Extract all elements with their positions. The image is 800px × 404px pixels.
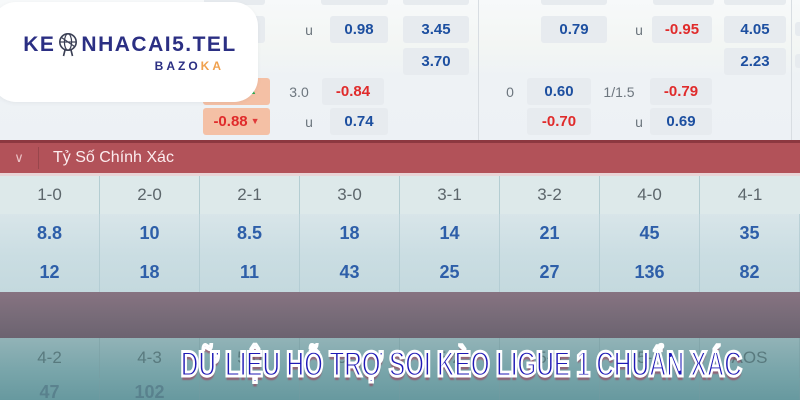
bottom-score-section bbox=[0, 338, 800, 400]
over-under-label: u bbox=[635, 113, 643, 130]
odds-cell[interactable]: 0.69 bbox=[650, 108, 712, 135]
cutoff-cell bbox=[541, 0, 607, 5]
score-odds-cell[interactable] bbox=[300, 380, 400, 400]
site-logo[interactable]: KE NHACAI5.TEL BAZOKA bbox=[0, 2, 258, 102]
score-header: 1-0 bbox=[0, 176, 100, 214]
cutoff-cell bbox=[653, 0, 714, 5]
logo-sub-main: BAZO bbox=[154, 58, 201, 73]
odds-cell[interactable]: 3.70 bbox=[403, 48, 469, 75]
logo-sub-accent: KA bbox=[200, 58, 224, 73]
score-header-row-2: 4-2 4-3 5-0 5-1 5-2 5-3 5-4 AOS bbox=[0, 338, 800, 378]
score-header-row: 1-0 2-0 2-1 3-0 3-1 3-2 4-0 4-1 bbox=[0, 176, 800, 214]
score-header: 3-0 bbox=[300, 176, 400, 214]
score-odds-cell[interactable]: 21 bbox=[500, 214, 600, 253]
odds-cell[interactable]: 3.45 bbox=[403, 16, 469, 43]
cutoff-cell bbox=[795, 22, 800, 36]
odds-value: -0.88 bbox=[213, 113, 248, 130]
over-under-label: u bbox=[635, 21, 643, 38]
score-odds-cell[interactable]: 8.8 bbox=[0, 214, 100, 253]
score-odds-cell[interactable]: 8.5 bbox=[200, 214, 300, 253]
score-odds-cell[interactable]: 102 bbox=[100, 380, 200, 402]
score-header: 5-2 bbox=[400, 338, 500, 378]
over-under-label: u bbox=[305, 21, 313, 38]
score-odds-cell[interactable]: 14 bbox=[400, 214, 500, 253]
over-under-label: u bbox=[305, 113, 313, 130]
score-odds-cell[interactable] bbox=[200, 380, 300, 400]
chevron-down-icon[interactable]: ∨ bbox=[14, 150, 24, 165]
score-header: 5-1 bbox=[300, 338, 400, 378]
score-odds-cell[interactable]: 82 bbox=[700, 253, 800, 292]
score-odds-row-2: 12 18 11 43 25 27 136 82 bbox=[0, 253, 800, 292]
odds-cell[interactable]: 0.79 bbox=[541, 16, 607, 43]
cutoff-cell bbox=[403, 0, 469, 5]
odds-cell-highlighted[interactable]: -0.88 ▼ bbox=[203, 108, 270, 135]
score-odds-row-1: 8.8 10 8.5 18 14 21 45 35 bbox=[0, 214, 800, 253]
handicap-label: 1/1.5 bbox=[603, 83, 635, 100]
score-odds-cell[interactable]: 43 bbox=[300, 253, 400, 292]
score-odds-cell[interactable]: 136 bbox=[600, 253, 700, 292]
odds-cell[interactable]: -0.79 bbox=[650, 78, 712, 105]
odds-cell[interactable]: 0.98 bbox=[330, 16, 388, 43]
odds-cell[interactable]: -0.70 bbox=[527, 108, 591, 135]
score-header: 2-0 bbox=[100, 176, 200, 214]
score-header: 3-2 bbox=[500, 176, 600, 214]
handicap-label: 3.0 bbox=[289, 83, 309, 100]
score-odds-cell[interactable] bbox=[600, 380, 700, 400]
score-odds-cell[interactable]: 47 bbox=[0, 380, 100, 402]
score-odds-cell[interactable] bbox=[500, 380, 600, 400]
score-odds-cell[interactable]: 11 bbox=[200, 253, 300, 292]
odds-cell[interactable]: -0.84 bbox=[322, 78, 384, 105]
column-divider bbox=[791, 0, 792, 140]
logo-text-post: NHACAI5.TEL bbox=[81, 32, 237, 56]
logo-text-pre: KE bbox=[23, 32, 56, 56]
score-odds-row-3: 47 102 bbox=[0, 380, 800, 402]
handicap-label: 0 bbox=[506, 83, 514, 100]
score-header: 5-3 bbox=[500, 338, 600, 378]
header-divider bbox=[38, 147, 39, 169]
promo-banner-text: DỮ LIỆU HỖ TRỢ SOI KÈO LIGUE 1 CHUẨN XÁC bbox=[180, 342, 743, 385]
score-header: 5-4 bbox=[600, 338, 700, 378]
score-odds-cell[interactable]: 45 bbox=[600, 214, 700, 253]
score-odds-cell[interactable]: 27 bbox=[500, 253, 600, 292]
logo-subtitle: BAZOKA bbox=[0, 59, 258, 73]
odds-cell[interactable]: 0.74 bbox=[330, 108, 388, 135]
divider-band bbox=[0, 292, 800, 338]
globe-icon bbox=[59, 32, 78, 56]
score-values-band bbox=[0, 214, 800, 292]
score-header: 4-2 bbox=[0, 338, 100, 378]
score-header: 4-0 bbox=[600, 176, 700, 214]
score-header: 5-0 bbox=[200, 338, 300, 378]
score-header: 3-1 bbox=[400, 176, 500, 214]
score-odds-cell[interactable] bbox=[400, 380, 500, 400]
score-odds-cell[interactable]: 18 bbox=[300, 214, 400, 253]
score-odds-cell[interactable]: 10 bbox=[100, 214, 200, 253]
score-header: 2-1 bbox=[200, 176, 300, 214]
score-odds-cell[interactable]: 25 bbox=[400, 253, 500, 292]
score-odds-cell[interactable]: 18 bbox=[100, 253, 200, 292]
score-header: 4-3 bbox=[100, 338, 200, 378]
section-underline bbox=[0, 173, 800, 176]
section-top-border bbox=[0, 140, 800, 143]
score-header: 4-1 bbox=[737, 185, 763, 204]
score-odds-cell[interactable]: 35 bbox=[700, 214, 800, 253]
column-divider bbox=[478, 0, 479, 140]
cutoff-cell bbox=[321, 0, 388, 5]
section-title: Tỷ Số Chính Xác bbox=[53, 149, 174, 166]
odds-section: 2 u 0.98 3.45 0.79 u -0.95 4.05 3.70 2.2… bbox=[0, 0, 800, 140]
promo-banner: DỮ LIỆU HỖ TRỢ SOI KÈO LIGUE 1 CHUẨN XÁC bbox=[168, 341, 754, 387]
odds-cell[interactable]: 2.23 bbox=[724, 48, 786, 75]
odds-cell[interactable]: -0.95 bbox=[652, 16, 712, 43]
logo-wordmark: KE NHACAI5.TEL bbox=[0, 32, 258, 58]
cutoff-cell bbox=[795, 54, 800, 68]
odds-cell[interactable]: 0.60 bbox=[527, 78, 591, 105]
odds-cell[interactable]: 4.05 bbox=[724, 16, 786, 43]
score-odds-cell[interactable]: 12 bbox=[0, 253, 100, 292]
trend-down-icon: ▼ bbox=[250, 116, 260, 126]
correct-score-header-bar: ∨ Tỷ Số Chính Xác bbox=[0, 143, 800, 173]
cutoff-cell bbox=[724, 0, 786, 5]
